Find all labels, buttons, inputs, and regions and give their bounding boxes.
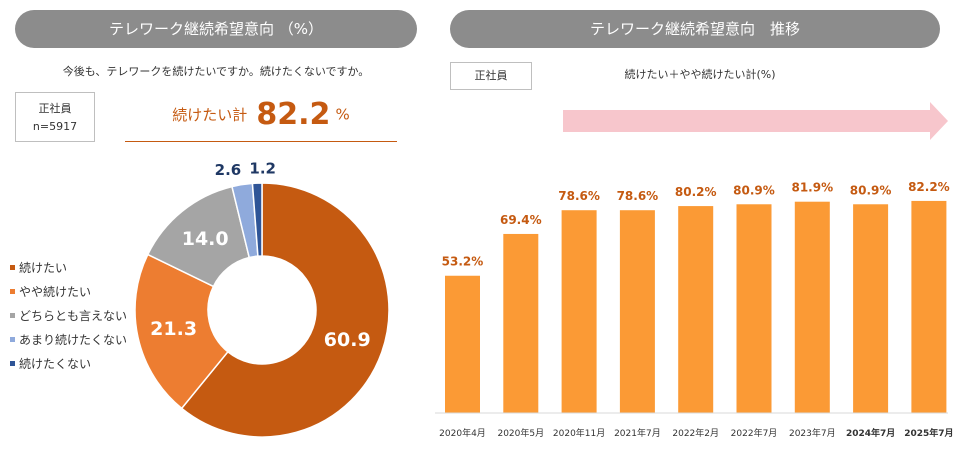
respondent-box: 正社員 n=5917 xyxy=(15,92,95,142)
donut-slice-label: 1.2 xyxy=(249,160,276,178)
x-tick-label: 2021年7月 xyxy=(614,427,661,439)
bar xyxy=(503,233,539,413)
bar xyxy=(561,210,597,413)
total-unit: % xyxy=(335,105,350,124)
x-tick-label: 2025年7月 xyxy=(904,427,953,439)
legend-swatch xyxy=(10,337,15,342)
total-value: 82.2 xyxy=(256,97,331,132)
legend-label: 続けたくない xyxy=(19,357,92,371)
donut-slice xyxy=(134,253,229,410)
legend-item: どちらとも言えない xyxy=(10,308,127,332)
bar-value-label: 69.4% xyxy=(500,213,542,227)
total-summary: 続けたい計 82.2 % xyxy=(125,97,397,142)
respondent-type: 正社員 xyxy=(38,102,72,115)
x-tick-label: 2024年7月 xyxy=(846,427,895,439)
trend-chart-header: テレワーク継続希望意向 推移 xyxy=(450,10,940,48)
x-tick-label: 2023年7月 xyxy=(789,427,836,439)
legend-swatch xyxy=(10,265,15,270)
x-tick-label: 2020年4月 xyxy=(439,427,486,439)
bar xyxy=(678,206,714,413)
bar xyxy=(736,204,772,413)
bar-value-label: 80.9% xyxy=(850,183,892,197)
donut-slice xyxy=(251,182,263,257)
donut-slice-label: 14.0 xyxy=(182,228,229,250)
donut-slice-label: 2.6 xyxy=(215,161,242,179)
donut-slice xyxy=(180,182,390,438)
trend-arrow xyxy=(563,102,948,140)
legend-item: 続けたい xyxy=(10,260,127,284)
donut-slice-label: 21.3 xyxy=(150,318,197,340)
x-tick-label: 2022年2月 xyxy=(672,427,719,439)
legend-swatch xyxy=(10,289,15,294)
legend-label: やや続けたい xyxy=(19,285,92,299)
survey-question: 今後も、テレワークを続けたいですか。続けたくないですか。 xyxy=(62,65,370,78)
legend-swatch xyxy=(10,361,15,366)
legend-swatch xyxy=(10,313,15,318)
bar-value-label: 82.2% xyxy=(908,180,950,194)
donut-chart-header: テレワーク継続希望意向 （%） xyxy=(15,10,417,48)
legend-item: 続けたくない xyxy=(10,356,127,380)
bar xyxy=(853,204,889,413)
total-label: 続けたい計 xyxy=(172,106,248,124)
legend-label: どちらとも言えない xyxy=(19,309,128,323)
trend-subtitle: 続けたい＋やや続けたい計(%) xyxy=(624,68,776,81)
bar xyxy=(445,275,480,413)
bar-value-label: 78.6% xyxy=(558,189,600,203)
x-tick-label: 2020年11月 xyxy=(553,427,605,439)
bar-value-label: 80.2% xyxy=(675,185,717,199)
legend-label: 続けたい xyxy=(19,261,68,275)
legend-item: あまり続けたくない xyxy=(10,332,127,356)
bar xyxy=(619,210,655,413)
x-tick-label: 2020年5月 xyxy=(497,427,544,439)
bar-value-label: 78.6% xyxy=(617,189,659,203)
legend-item: やや続けたい xyxy=(10,284,127,308)
bar-value-label: 81.9% xyxy=(791,181,833,195)
bar xyxy=(911,200,947,413)
x-tick-label: 2022年7月 xyxy=(731,427,778,439)
sample-size: n=5917 xyxy=(32,120,78,133)
legend-label: あまり続けたくない xyxy=(19,333,128,347)
donut-slice-label: 60.9 xyxy=(324,329,371,351)
donut-legend: 続けたいやや続けたいどちらとも言えない あまり続けたくない 続けたくない xyxy=(10,260,127,380)
bar-value-label: 53.2% xyxy=(442,255,484,269)
bar-value-label: 80.9% xyxy=(733,183,775,197)
trend-respondent-box: 正社員 xyxy=(450,62,532,90)
bar xyxy=(794,201,830,413)
